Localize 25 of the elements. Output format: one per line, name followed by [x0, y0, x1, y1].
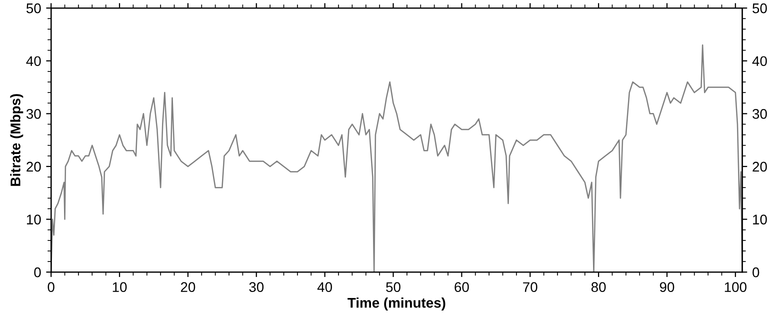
y2-tick-label: 0: [752, 267, 760, 278]
y2-tick-label: 10: [753, 214, 767, 224]
y2-tick-label: 30: [752, 109, 767, 119]
y2-tick-label: 20: [752, 162, 767, 172]
y-tick-label: 50: [26, 3, 41, 14]
x-tick-label: 90: [660, 282, 674, 292]
x-tick-label: 20: [180, 282, 196, 292]
x-axis-title: Time (minutes): [348, 298, 446, 310]
x-tick-label: 0: [48, 282, 54, 292]
y-tick-label: 20: [26, 162, 41, 172]
x-tick-label: 100: [724, 282, 746, 292]
x-tick-label: 50: [386, 282, 400, 292]
y2-tick-label: 40: [752, 56, 767, 66]
y-tick-label: 40: [26, 56, 41, 66]
x-tick-label: 80: [591, 282, 606, 292]
x-tick-label: 40: [317, 282, 332, 292]
y-tick-label: 10: [26, 214, 41, 224]
y-tick-label: 30: [26, 109, 41, 119]
x-tick-label: 70: [523, 282, 538, 292]
y2-tick-label: 50: [752, 3, 767, 14]
y-tick-label: 0: [34, 267, 41, 278]
x-tick-label: 60: [454, 282, 469, 292]
y-axis-title: Bitrate (Mbps): [10, 94, 24, 186]
x-tick-label: 30: [249, 282, 264, 292]
x-tick-label: 10: [112, 282, 127, 292]
